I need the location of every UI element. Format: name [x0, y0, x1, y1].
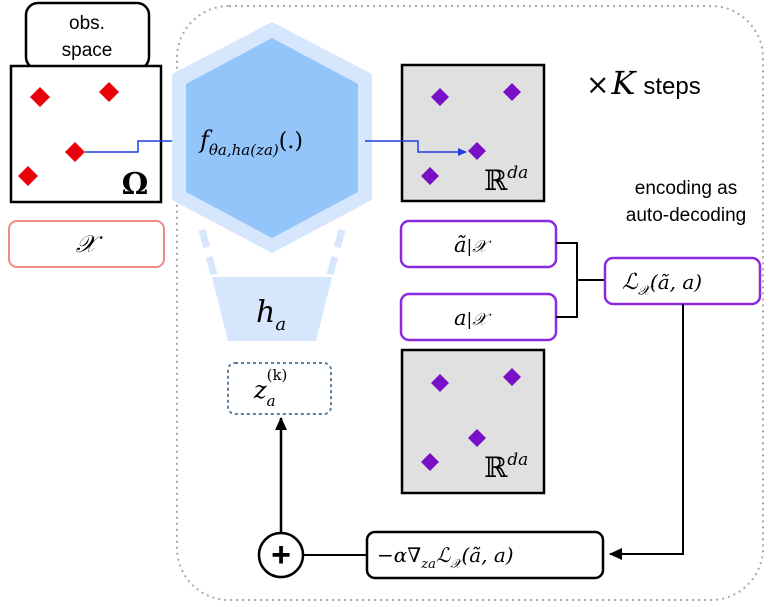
domain-omega-symbol: Ω [122, 167, 149, 202]
purple-point-top-2 [503, 83, 521, 101]
feature-space-top: ℝda [400, 63, 546, 203]
k-steps-label: ×K steps [586, 64, 701, 102]
purple-point-top-1 [431, 88, 449, 106]
output-arrow [365, 140, 467, 156]
obs-domain-box [9, 64, 163, 204]
obs-tab-label-line1: obs. [69, 13, 105, 34]
update-label: −α∇zaℒ𝒳(ã, a) [377, 543, 514, 572]
input-arrow [85, 137, 200, 153]
network-function-label: fθa,ha(za)(.) [198, 126, 303, 159]
purple-point-top-4 [421, 167, 439, 185]
hypernetwork-trapezoid [212, 277, 332, 341]
feature-space-top-symbol: ℝda [484, 163, 528, 197]
red-point-4 [18, 166, 38, 186]
latent-code-label: za(k) [253, 366, 287, 410]
feature-space-bottom: ℝda [400, 348, 546, 495]
hyper-connector-right [323, 229, 346, 287]
latent-code-box [227, 362, 332, 415]
restricted-pred-label: ã|𝒳 [454, 233, 492, 257]
latent-code: za(k) [227, 362, 332, 415]
encoding-note-line1: encoding as [635, 178, 737, 199]
red-point-3 [65, 142, 85, 162]
restricted-true-label: a|𝒳 [454, 306, 492, 330]
feature-space-bottom-box [400, 348, 546, 495]
red-point-1 [30, 87, 50, 107]
purple-point-bottom-2 [503, 368, 521, 386]
loop-region-frame [176, 5, 764, 601]
hexagon-inner [186, 38, 358, 238]
network-block: fθa,ha(za)(.) ha [172, 22, 372, 341]
hypernetwork-label: ha [256, 295, 286, 335]
loss-label: ℒ𝒳(ã, a) [622, 270, 702, 299]
purple-point-bottom-1 [431, 374, 449, 392]
red-point-2 [99, 82, 119, 102]
loss-to-update-path [609, 304, 684, 560]
obs-tab-label-line2: space [62, 40, 113, 61]
purple-point-top-3 [468, 142, 486, 160]
encoding-note-line2: auto-decoding [626, 205, 746, 226]
observation-space: obs. space Ω 𝒳 [8, 1, 165, 268]
feature-space-bottom-symbol: ℝda [484, 450, 528, 484]
hyper-connector-left [198, 229, 221, 287]
purple-point-bottom-3 [468, 429, 486, 447]
purple-point-bottom-4 [421, 453, 439, 471]
loss-bracket [556, 242, 605, 318]
obs-set-box [8, 220, 165, 268]
plus-symbol: + [271, 536, 291, 574]
